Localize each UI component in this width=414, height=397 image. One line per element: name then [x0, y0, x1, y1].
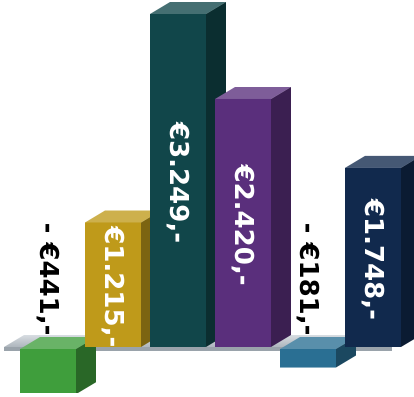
bar-side: [401, 160, 414, 347]
data-label-4: €2.420,-: [228, 163, 258, 285]
bar-front: [345, 167, 401, 347]
bar-2: [85, 210, 161, 347]
bar-front: [280, 349, 336, 368]
bar-side: [76, 337, 96, 395]
bar-6: [345, 155, 414, 347]
data-label-2: €1.215,-: [98, 225, 128, 347]
bars-group: [20, 2, 414, 395]
bar-top: [20, 337, 96, 349]
bar-front: [20, 349, 76, 395]
bar-1: [20, 337, 96, 395]
data-labels-group: - €441,- €1.215,- €3.249,- €2.420,- - €181,-…: [33, 121, 388, 347]
data-label-3: €3.249,-: [163, 121, 193, 243]
data-label-6: €1.748,-: [358, 198, 388, 320]
bar-side: [271, 86, 291, 347]
bar-top: [150, 2, 226, 14]
bar-top: [345, 155, 414, 168]
data-label-5: - €181,-: [293, 223, 323, 336]
bar-4: [215, 86, 291, 347]
bar-front: [85, 222, 141, 347]
data-label-1: - €441,-: [33, 223, 63, 336]
bar-top: [85, 210, 161, 223]
bar-top: [280, 337, 356, 349]
bar-top: [215, 86, 291, 99]
bar-front: [150, 14, 206, 347]
bar-front: [215, 98, 271, 347]
